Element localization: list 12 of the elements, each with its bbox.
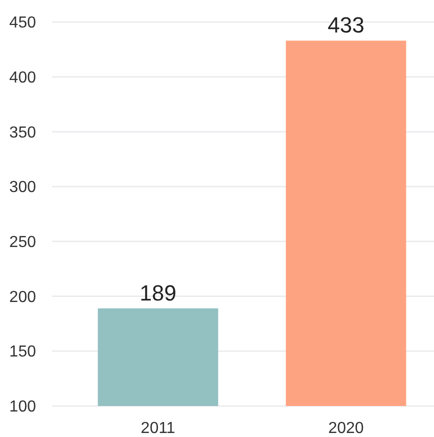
x-tick-label: 2020 xyxy=(328,420,364,437)
y-tick-label: 100 xyxy=(9,398,36,416)
y-tick-label: 400 xyxy=(9,69,36,86)
y-tick-label: 250 xyxy=(9,234,36,252)
y-tick-label: 350 xyxy=(9,124,36,142)
y-tick-label: 300 xyxy=(9,179,36,196)
y-tick-label: 200 xyxy=(9,288,36,306)
data-label: 189 xyxy=(140,280,176,306)
data-label: 433 xyxy=(328,12,364,38)
x-tick-label: 2011 xyxy=(140,420,176,437)
y-tick-label: 450 xyxy=(9,14,36,32)
y-tick-label: 150 xyxy=(9,344,36,361)
